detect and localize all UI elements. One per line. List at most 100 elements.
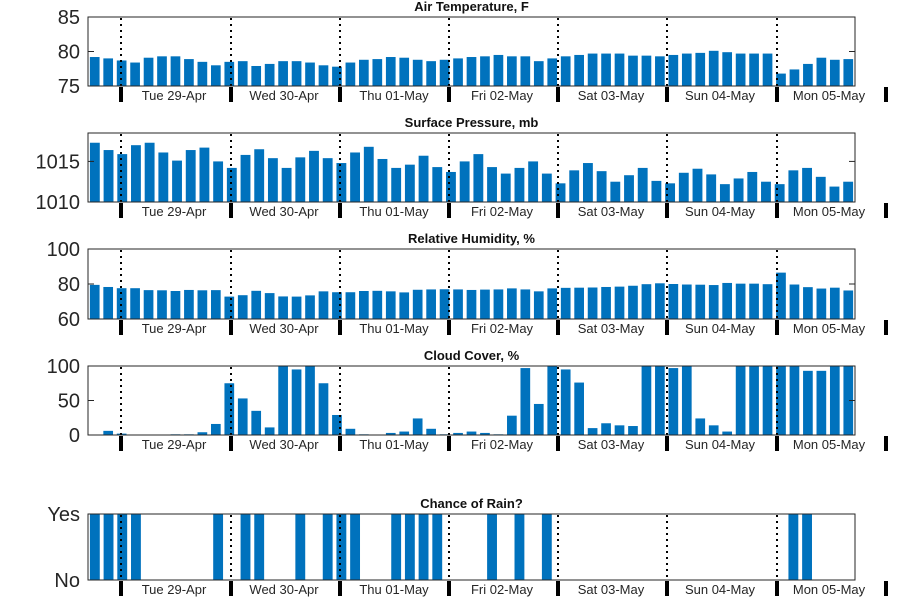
- bar: [776, 73, 786, 86]
- bar: [668, 368, 679, 435]
- bar: [829, 366, 840, 435]
- bar: [199, 147, 210, 202]
- chart-panel-4: 0 50 100 Tue 29-Apr Wed 30-Apr Thu 01-May Fri …: [47, 348, 888, 452]
- bar: [708, 50, 719, 86]
- bar: [172, 160, 182, 202]
- bar: [130, 288, 140, 319]
- y-tick-label: 1010: [36, 192, 81, 214]
- bar: [668, 54, 679, 86]
- bar: [305, 366, 315, 435]
- bar: [802, 514, 812, 580]
- x-tick-label: Wed 30-Apr: [249, 88, 319, 103]
- bar: [359, 59, 369, 86]
- bar: [582, 163, 593, 202]
- bar: [601, 286, 611, 319]
- bar: [628, 426, 638, 435]
- bar: [278, 61, 288, 86]
- bar: [404, 164, 415, 202]
- y-tick-label: 60: [58, 309, 80, 331]
- bar: [385, 291, 396, 319]
- bar: [466, 289, 477, 319]
- bar: [668, 284, 679, 319]
- chart-title: Chance of Rain?: [420, 496, 523, 511]
- x-tick-label: Sat 03-May: [578, 437, 645, 452]
- bar: [514, 514, 525, 580]
- bar: [254, 149, 265, 202]
- bar: [453, 58, 463, 86]
- bar: [224, 296, 235, 319]
- bar: [466, 57, 477, 86]
- bar: [103, 430, 114, 435]
- bar: [336, 163, 347, 202]
- bar: [237, 398, 248, 435]
- bar: [412, 59, 423, 86]
- bar: [350, 152, 361, 202]
- bar: [210, 423, 221, 435]
- bar: [251, 65, 262, 86]
- bar: [749, 283, 759, 319]
- bar: [681, 284, 692, 319]
- x-tick-label: Sat 03-May: [578, 321, 645, 336]
- x-tick-label: Sun 04-May: [685, 204, 756, 219]
- y-tick-label: 75: [58, 76, 80, 98]
- x-tick-label: Fri 02-May: [471, 204, 534, 219]
- bar: [762, 53, 773, 86]
- bar: [453, 432, 463, 435]
- bar: [533, 61, 544, 86]
- bar: [240, 154, 251, 202]
- bar: [706, 174, 717, 202]
- bar: [641, 55, 652, 86]
- bar: [426, 428, 436, 435]
- bar: [336, 514, 347, 580]
- bar: [278, 296, 288, 319]
- y-tick-label: 80: [58, 42, 80, 64]
- bar: [359, 291, 369, 319]
- bar: [480, 56, 490, 86]
- bar: [332, 292, 342, 319]
- bar: [404, 514, 415, 580]
- bar: [446, 171, 456, 202]
- bar: [89, 284, 100, 320]
- bar: [385, 432, 396, 435]
- bar: [418, 155, 429, 202]
- chart-title: Relative Humidity, %: [408, 231, 535, 246]
- bar: [708, 285, 719, 319]
- bar: [641, 366, 652, 435]
- bar: [278, 366, 288, 435]
- bar: [541, 173, 552, 202]
- bar: [170, 291, 181, 319]
- bar: [89, 142, 100, 202]
- x-tick-label: Mon 05-May: [793, 88, 866, 103]
- bar: [157, 56, 167, 86]
- bar: [197, 432, 208, 435]
- bar: [762, 366, 773, 435]
- bar: [117, 154, 128, 202]
- bar: [601, 53, 611, 86]
- x-tick-label: Fri 02-May: [471, 437, 534, 452]
- bar: [587, 53, 598, 86]
- bar: [158, 152, 169, 202]
- bar: [117, 514, 128, 580]
- y-tick-label: 50: [58, 391, 80, 413]
- bar: [815, 176, 826, 202]
- bar: [761, 181, 771, 202]
- x-tick-label: Sun 04-May: [685, 88, 756, 103]
- bar: [788, 514, 799, 580]
- bar: [103, 150, 114, 202]
- x-tick-label: Sun 04-May: [685, 321, 756, 336]
- bar: [641, 284, 652, 319]
- bar: [197, 61, 208, 86]
- bar: [295, 514, 306, 580]
- bar: [224, 383, 235, 435]
- bar: [803, 63, 813, 86]
- bar: [614, 425, 625, 435]
- bar: [184, 289, 194, 319]
- bar: [131, 514, 141, 580]
- bar: [507, 56, 517, 86]
- x-tick-label: Tue 29-Apr: [142, 88, 207, 103]
- bar: [816, 57, 827, 86]
- bar: [802, 167, 812, 202]
- bar: [157, 290, 167, 319]
- bar: [678, 172, 689, 202]
- chart-panel-3: 60 80 100 Tue 29-Apr Wed 30-Apr Thu 01-May Fri…: [47, 231, 888, 336]
